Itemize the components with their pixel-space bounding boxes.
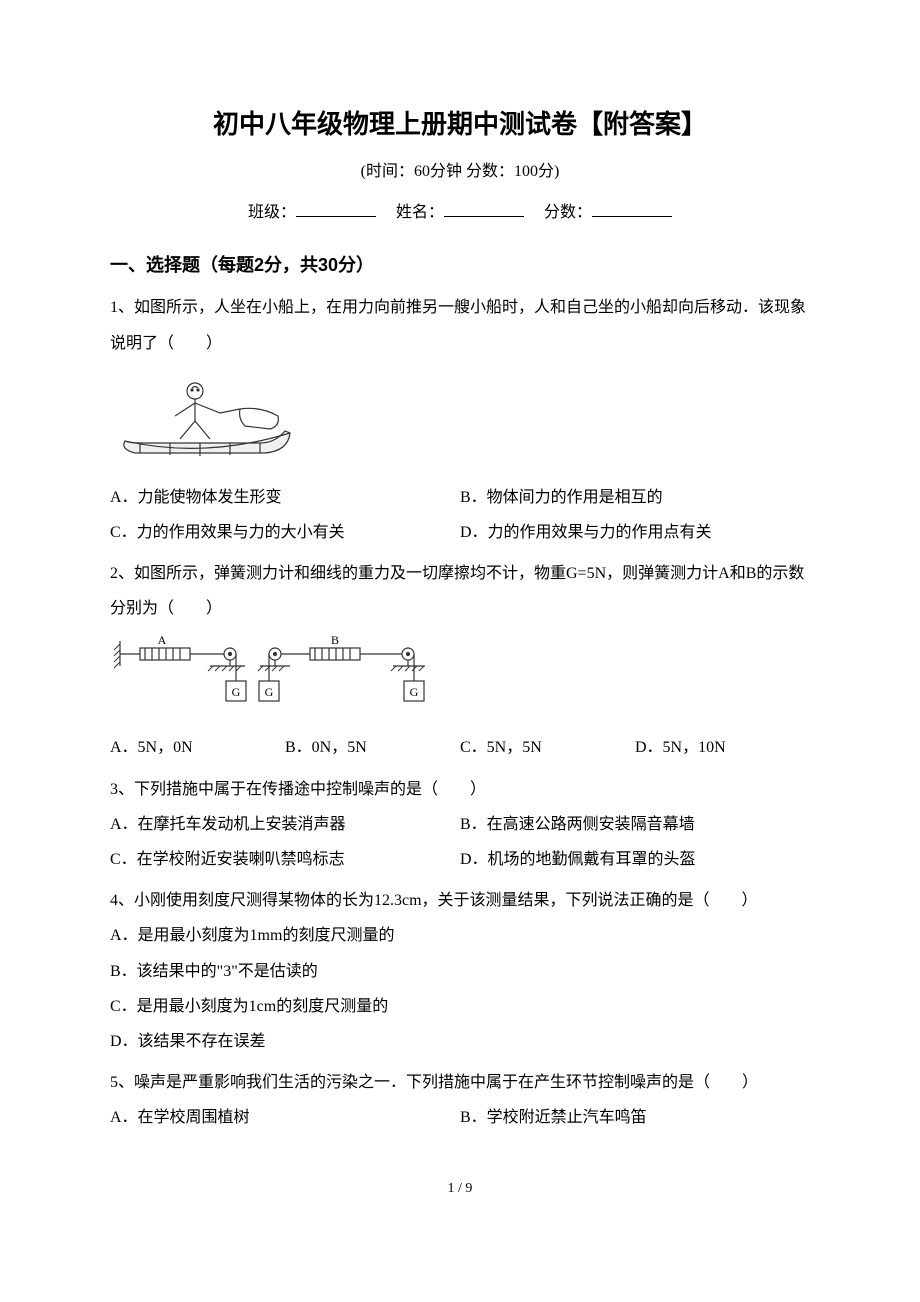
score-label: 分数： (544, 204, 592, 221)
q1-option-d: D．力的作用效果与力的作用点有关 (460, 515, 810, 550)
q2-stem: 2、如图所示，弹簧测力计和细线的重力及一切摩擦均不计，物重G=5N，则弹簧测力计… (110, 556, 810, 626)
q5-stem: 5、噪声是严重影响我们生活的污染之一．下列措施中属于在产生环节控制噪声的是（ ） (110, 1065, 810, 1100)
q1-option-c: C．力的作用效果与力的大小有关 (110, 515, 460, 550)
q5-option-b: B．学校附近禁止汽车鸣笛 (460, 1100, 810, 1135)
q4-option-d: D．该结果不存在误差 (110, 1024, 810, 1059)
q2-option-a: A．5N，0N (110, 730, 285, 765)
q2-option-c: C．5N，5N (460, 730, 635, 765)
q3-option-d: D．机场的地勤佩戴有耳罩的头盔 (460, 842, 810, 877)
q3-option-b: B．在高速公路两侧安装隔音幕墙 (460, 807, 810, 842)
question-2: 2、如图所示，弹簧测力计和细线的重力及一切摩擦均不计，物重G=5N，则弹簧测力计… (110, 556, 810, 766)
q3-option-a: A．在摩托车发动机上安装消声器 (110, 807, 460, 842)
question-3: 3、下列措施中属于在传播途中控制噪声的是（ ） A．在摩托车发动机上安装消声器 … (110, 772, 810, 878)
q2-option-d: D．5N，10N (635, 730, 810, 765)
student-info-line: 班级： 姓名： 分数： (110, 198, 810, 228)
q4-option-c: C．是用最小刻度为1cm的刻度尺测量的 (110, 989, 810, 1024)
q1-stem: 1、如图所示，人坐在小船上，在用力向前推另一艘小船时，人和自己坐的小船却向后移动… (110, 290, 810, 360)
q3-option-c: C．在学校附近安装喇叭禁鸣标志 (110, 842, 460, 877)
svg-text:G: G (410, 685, 419, 699)
svg-text:G: G (232, 685, 241, 699)
q1-option-b: B．物体间力的作用是相互的 (460, 480, 810, 515)
class-label: 班级： (248, 204, 296, 221)
name-label: 姓名： (396, 204, 444, 221)
page-number: 1 / 9 (110, 1176, 810, 1203)
q4-option-a: A．是用最小刻度为1mm的刻度尺测量的 (110, 918, 810, 953)
q2-figure: A G (110, 636, 810, 716)
exam-title: 初中八年级物理上册期中测试卷【附答案】 (110, 100, 810, 149)
svg-text:G: G (265, 685, 274, 699)
name-blank[interactable] (444, 199, 524, 217)
q2-option-b: B．0N，5N (285, 730, 460, 765)
question-1: 1、如图所示，人坐在小船上，在用力向前推另一艘小船时，人和自己坐的小船却向后移动… (110, 290, 810, 550)
q3-stem: 3、下列措施中属于在传播途中控制噪声的是（ ） (110, 772, 810, 807)
exam-subtitle: (时间：60分钟 分数：100分) (110, 157, 810, 187)
question-5: 5、噪声是严重影响我们生活的污染之一．下列措施中属于在产生环节控制噪声的是（ ）… (110, 1065, 810, 1135)
score-blank[interactable] (592, 199, 672, 217)
q4-stem: 4、小刚使用刻度尺测得某物体的长为12.3cm，关于该测量结果，下列说法正确的是… (110, 883, 810, 918)
svg-text:B: B (331, 636, 339, 647)
q5-option-a: A．在学校周围植树 (110, 1100, 460, 1135)
q4-option-b: B．该结果中的"3"不是估读的 (110, 954, 810, 989)
class-blank[interactable] (296, 199, 376, 217)
svg-text:A: A (158, 636, 167, 647)
question-4: 4、小刚使用刻度尺测得某物体的长为12.3cm，关于该测量结果，下列说法正确的是… (110, 883, 810, 1059)
q1-figure (110, 371, 810, 466)
section-1-header: 一、选择题（每题2分，共30分） (110, 248, 810, 282)
q1-option-a: A．力能使物体发生形变 (110, 480, 460, 515)
